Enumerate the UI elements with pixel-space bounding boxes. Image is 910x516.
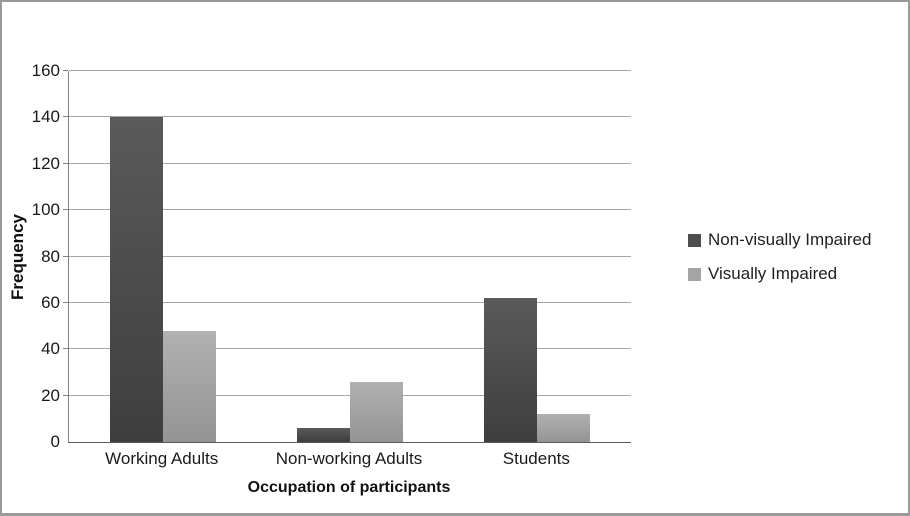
bar-students-visually-impaired bbox=[537, 414, 591, 442]
y-tick-label-60: 60 bbox=[41, 292, 60, 312]
y-tick-label-100: 100 bbox=[31, 200, 60, 220]
legend-item-visually-impaired: Visually Impaired bbox=[688, 263, 871, 285]
bar-working-adults-non-visually-impaired bbox=[109, 117, 163, 442]
x-axis-title: Occupation of participants bbox=[247, 479, 451, 496]
y-tick-label-20: 20 bbox=[41, 385, 60, 405]
bar-non-working-adults-visually-impaired bbox=[349, 381, 403, 442]
y-tickmark-20 bbox=[63, 394, 68, 396]
y-tick-label-0: 0 bbox=[50, 432, 60, 451]
gridline-60 bbox=[69, 301, 631, 303]
x-category-label-working-adults: Working Adults bbox=[105, 449, 219, 468]
y-tick-label-40: 40 bbox=[41, 339, 60, 359]
gridline-80 bbox=[69, 255, 631, 257]
y-tickmark-160 bbox=[63, 70, 68, 71]
bar-group-working-adults bbox=[69, 71, 256, 442]
bar-group-non-working-adults bbox=[256, 71, 443, 442]
gridline-140 bbox=[69, 116, 631, 118]
legend-label: Visually Impaired bbox=[708, 264, 838, 283]
gridline-40 bbox=[69, 348, 631, 350]
y-tick-label-80: 80 bbox=[41, 246, 60, 266]
x-category-label-non-working-adults: Non-working Adults bbox=[275, 449, 423, 468]
y-tick-label-160: 160 bbox=[31, 61, 60, 80]
y-tickmark-140 bbox=[63, 116, 68, 118]
x-axis-category-labels: Working Adults Non-working Adults Students bbox=[68, 449, 630, 469]
gridline-120 bbox=[69, 162, 631, 164]
bar-working-adults-visually-impaired bbox=[162, 330, 216, 442]
gridline-160 bbox=[69, 70, 631, 71]
y-tickmark-100 bbox=[63, 209, 68, 211]
legend-swatch-icon bbox=[688, 267, 701, 281]
y-tickmark-60 bbox=[63, 301, 68, 303]
bar-groups bbox=[69, 71, 631, 442]
bar-group-students bbox=[444, 71, 631, 442]
y-axis-tick-labels: 0 20 40 60 80 100 120 140 160 bbox=[2, 61, 60, 451]
legend-label: Non-visually Impaired bbox=[708, 230, 872, 249]
y-tickmark-40 bbox=[63, 348, 68, 350]
plot-area bbox=[63, 70, 631, 443]
gridline-100 bbox=[69, 209, 631, 211]
y-tickmark-120 bbox=[63, 162, 68, 164]
y-tick-label-140: 140 bbox=[31, 107, 60, 127]
y-tickmark-80 bbox=[63, 255, 68, 257]
bar-non-working-adults-non-visually-impaired bbox=[296, 428, 350, 442]
y-tick-label-120: 120 bbox=[31, 153, 60, 173]
bar-students-non-visually-impaired bbox=[484, 298, 538, 442]
legend-item-non-visually-impaired: Non-visually Impaired bbox=[688, 229, 871, 251]
legend-swatch-icon bbox=[688, 233, 701, 247]
x-category-label-students: Students bbox=[502, 449, 570, 468]
legend: Non-visually Impaired Visually Impaired bbox=[688, 229, 871, 297]
